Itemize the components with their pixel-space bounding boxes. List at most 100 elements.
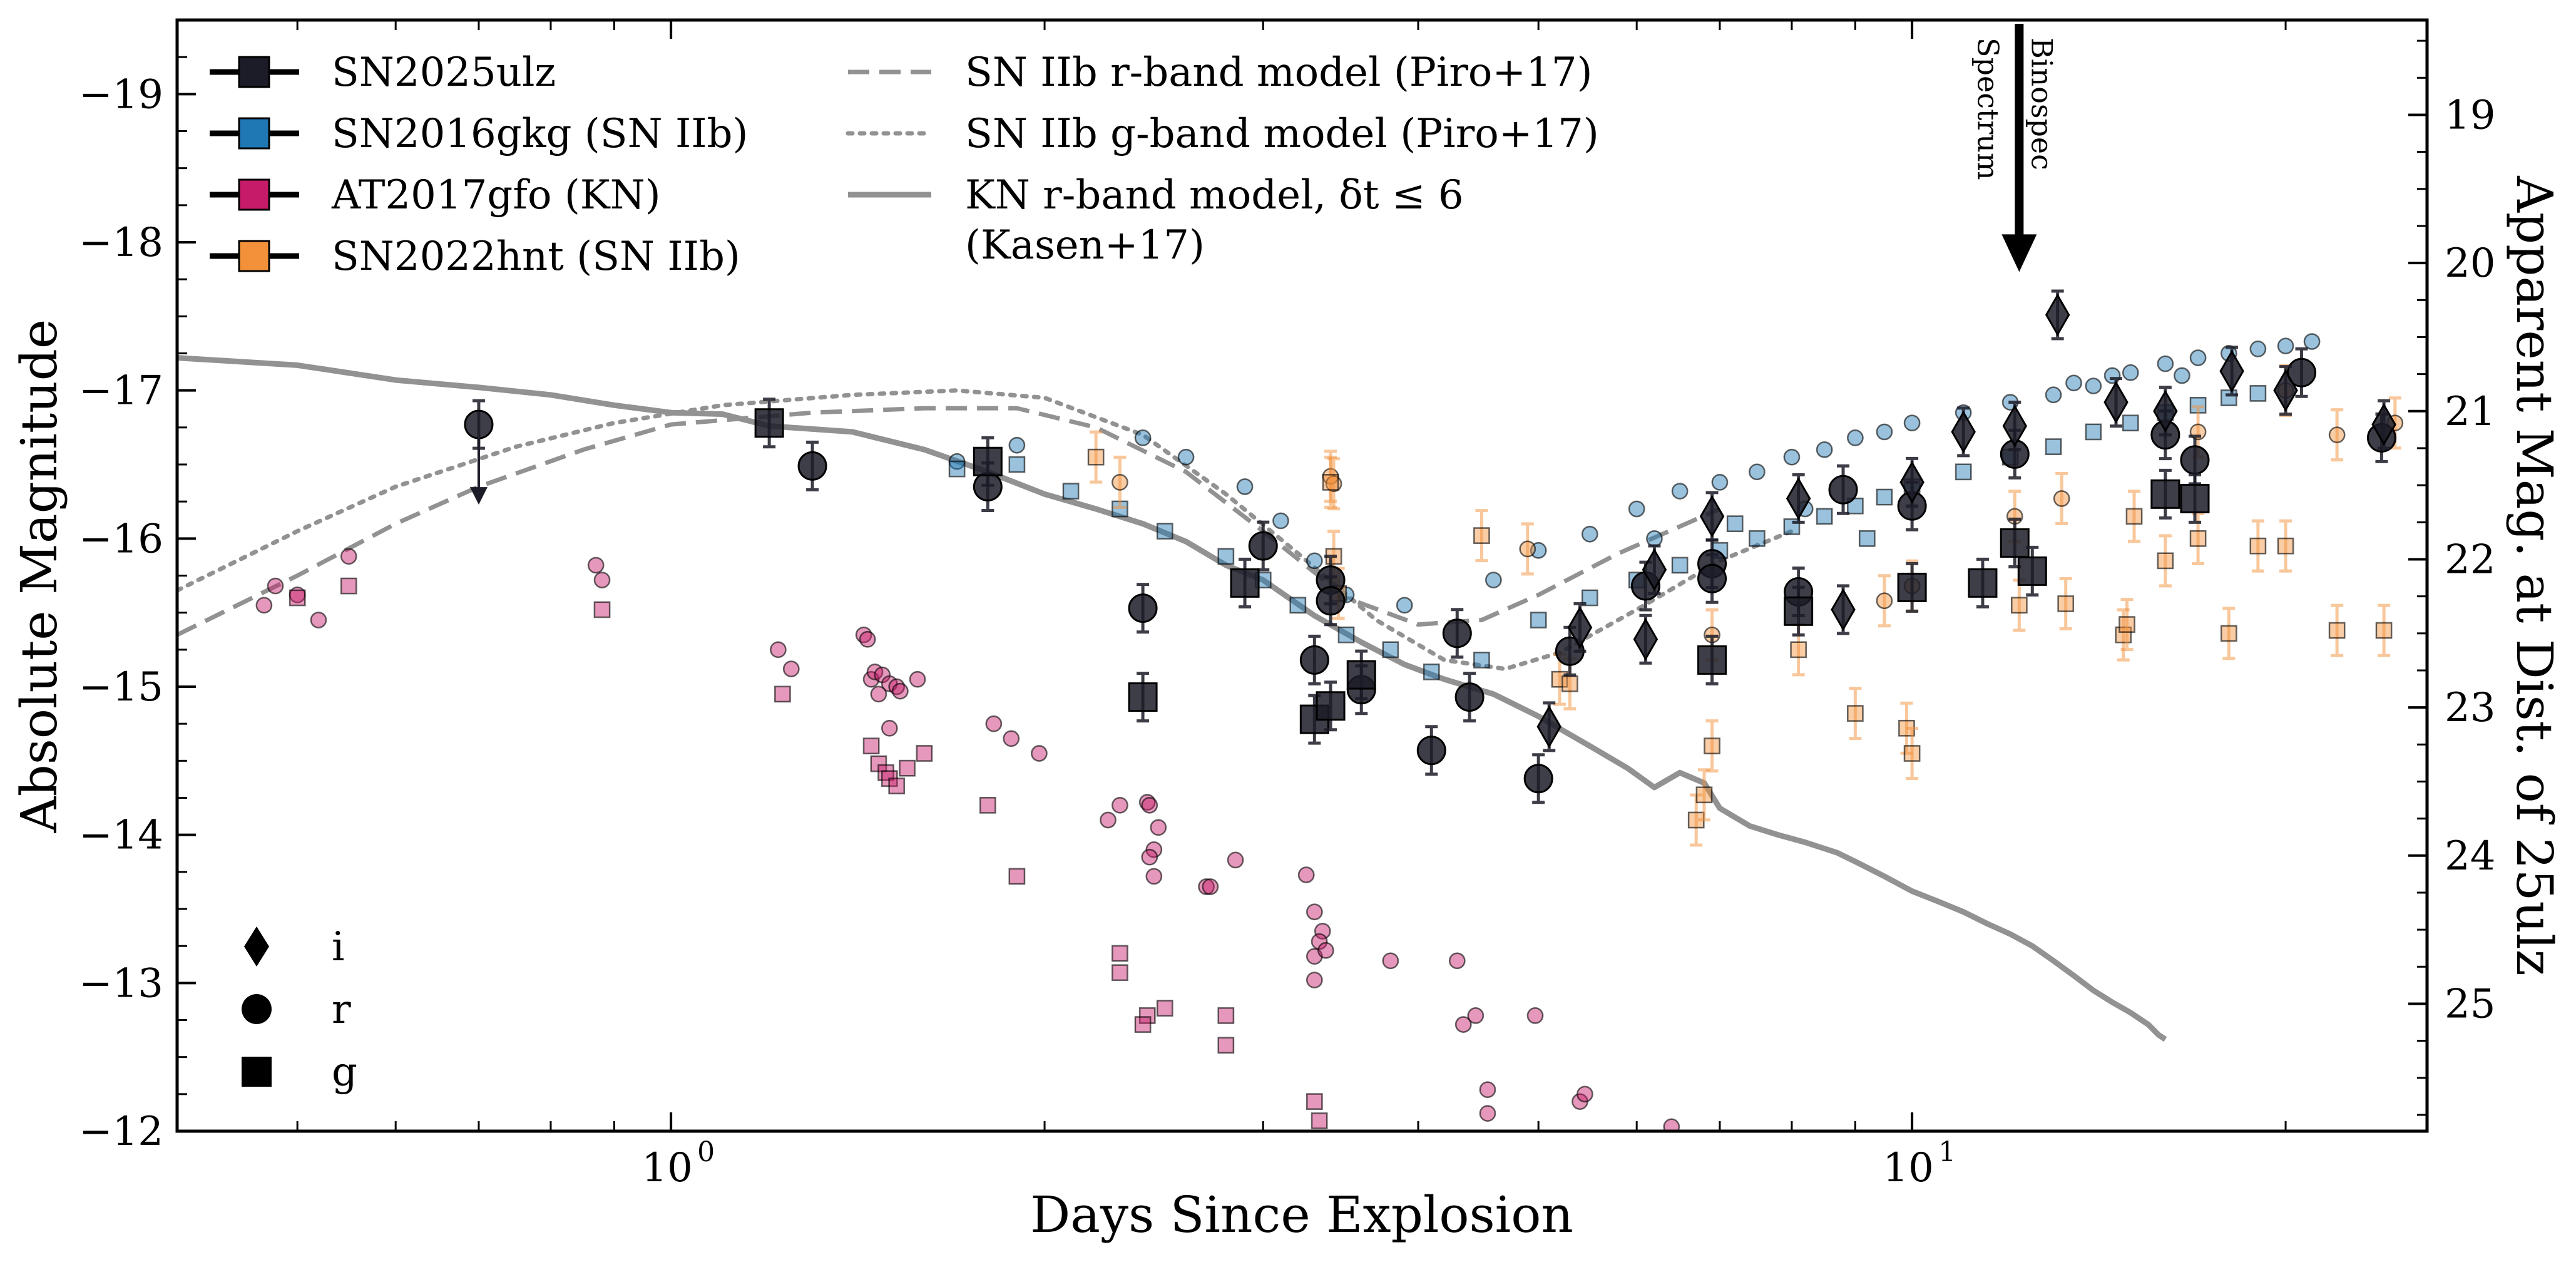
point-sn2016gkg-g [2045,438,2062,455]
point-sn2016gkg-g [1816,508,1833,525]
error-bar [1113,455,1127,509]
point-sn2022hnt-g [1847,705,1864,722]
legend-entry-at2017gfo: AT2017gfo (KN) [210,172,661,218]
point-sn2022hnt-g [2057,595,2075,612]
point-sn2016gkg-g [1876,488,1893,506]
point-sn2025ulz-r [1828,475,1858,505]
point-sn2016gkg-r [1177,448,1195,466]
y-tick-label-5: −15 [79,664,163,711]
point-sn2022hnt-g [1322,474,1339,491]
error-bar [1475,509,1488,563]
legend-band-label: g [332,1049,357,1095]
point-at2017gfo-r [310,612,327,628]
point-sn2022hnt-g [2375,622,2393,639]
point-sn2016gkg-r [2303,333,2321,350]
error-bar [2128,490,2141,543]
y-axis-label-right: Apparent Mag. at Dist. of 25ulz [2505,175,2563,976]
error-bar [1878,574,1891,628]
point-sn2016gkg-r [1272,512,1289,530]
point-at2017gfo-g [862,737,880,755]
legend-label: AT2017gfo (KN) [331,172,661,218]
point-at2017gfo-g [1306,1093,1323,1111]
point-at2017gfo-g [774,685,791,703]
error-bar [1849,687,1862,741]
point-sn2016gkg-g [1783,518,1801,535]
point-at2017gfo-r [587,557,605,574]
point-at2017gfo-r [782,660,800,677]
point-sn2016gkg-r [2249,341,2267,357]
point-sn2016gkg-r [1628,500,1645,518]
point-sn2025ulz-i [2371,403,2396,446]
point-sn2025ulz-g [2150,479,2180,509]
point-sn2022hnt-g [2328,622,2346,639]
point-sn2025ulz-i [2273,369,2298,412]
error-bar [2251,519,2264,573]
point-sn2022hnt-g [2189,530,2207,547]
annotation-text-binospec: Binospec [2025,38,2058,170]
y-right-tick-label-5: 23 [2445,685,2495,731]
point-at2017gfo-r [1479,1105,1496,1122]
legend-marker [238,56,270,88]
point-sn2025ulz-i [1633,618,1659,661]
point-at2017gfo-g [289,589,306,607]
point-sn2022hnt-r [1519,540,1536,558]
point-sn2025ulz-i [2103,381,2129,424]
binospec-spectrum-annotation: Binospec Spectrum [1971,24,2058,272]
point-sn2025ulz-g [1784,596,1814,626]
point-sn2022hnt-g [2119,616,2135,633]
axis-ticks: 10 0 10 1−19−18−17−16−15−14−13−121920212223… [79,19,2495,1191]
error-bar [2120,598,2134,652]
x-axis-label: Days Since Explosion [1030,1186,1573,1244]
point-sn2016gkg-r [2045,386,2062,404]
point-at2017gfo-r [1526,1007,1544,1024]
legend-label: SN IIb r-band model (Piro+17) [965,49,1592,96]
point-sn2025ulz-r [1442,618,1472,649]
point-sn2016gkg-r [1847,429,1864,446]
point-sn2025ulz-g [1316,691,1346,721]
legend-entry-model-3: KN r-band model, δt ≤ 6(Kasen+17) [848,172,1464,269]
point-sn2016gkg-g [1581,589,1598,607]
point-at2017gfo-g [1112,945,1128,962]
point-sn2016gkg-r [1749,463,1766,481]
point-sn2025ulz-r [1416,736,1446,766]
point-sn2025ulz-r [2287,357,2317,387]
legend-band-marker [244,926,269,967]
legend-label: SN2025ulz [332,49,556,96]
point-sn2025ulz-g [754,408,784,438]
point-sn2016gkg-r [2085,377,2102,394]
point-at2017gfo-r [1202,878,1219,895]
point-sn2016gkg-r [1783,448,1801,466]
point-sn2025ulz-i [1899,461,1924,504]
point-at2017gfo-g [1138,1007,1156,1024]
point-at2017gfo-r [1577,1085,1593,1103]
point-sn2016gkg-g [948,460,966,478]
error-bar [2059,577,2072,630]
y-tick-label-2: −18 [79,220,163,266]
point-sn2016gkg-g [1008,456,1026,473]
point-at2017gfo-g [1156,1000,1173,1017]
y-right-tick-label-1: 19 [2445,92,2495,138]
point-sn2016gkg-r [1671,483,1689,500]
point-sn2016gkg-r [1581,525,1598,543]
point-at2017gfo-r [1100,811,1117,829]
point-at2017gfo-g [877,764,894,781]
annotation-arrow-head [2001,234,2037,272]
error-bar [2331,408,2344,462]
point-at2017gfo-r [1198,878,1215,895]
point-sn2025ulz-g [1968,568,1998,598]
legend-label: SN2016gkg (SN IIb) [332,111,748,157]
point-sn2022hnt-g [2249,537,2267,555]
point-at2017gfo-r [892,682,909,700]
point-at2017gfo-r [1663,1118,1680,1131]
legend-band-marker [242,1057,272,1087]
point-sn2016gkg-r [1485,572,1502,588]
point-at2017gfo-r [870,685,887,703]
point-sn2025ulz-g [2000,528,2030,558]
point-sn2025ulz-i [2153,389,2178,433]
point-at2017gfo-r [1317,941,1334,959]
point-sn2022hnt-g [1473,527,1490,544]
point-at2017gfo-g [916,745,933,762]
x-tick-exponent-1: 0 [697,1136,715,1168]
point-sn2016gkg-r [2174,367,2190,384]
y-tick-label-4: −16 [79,516,163,562]
